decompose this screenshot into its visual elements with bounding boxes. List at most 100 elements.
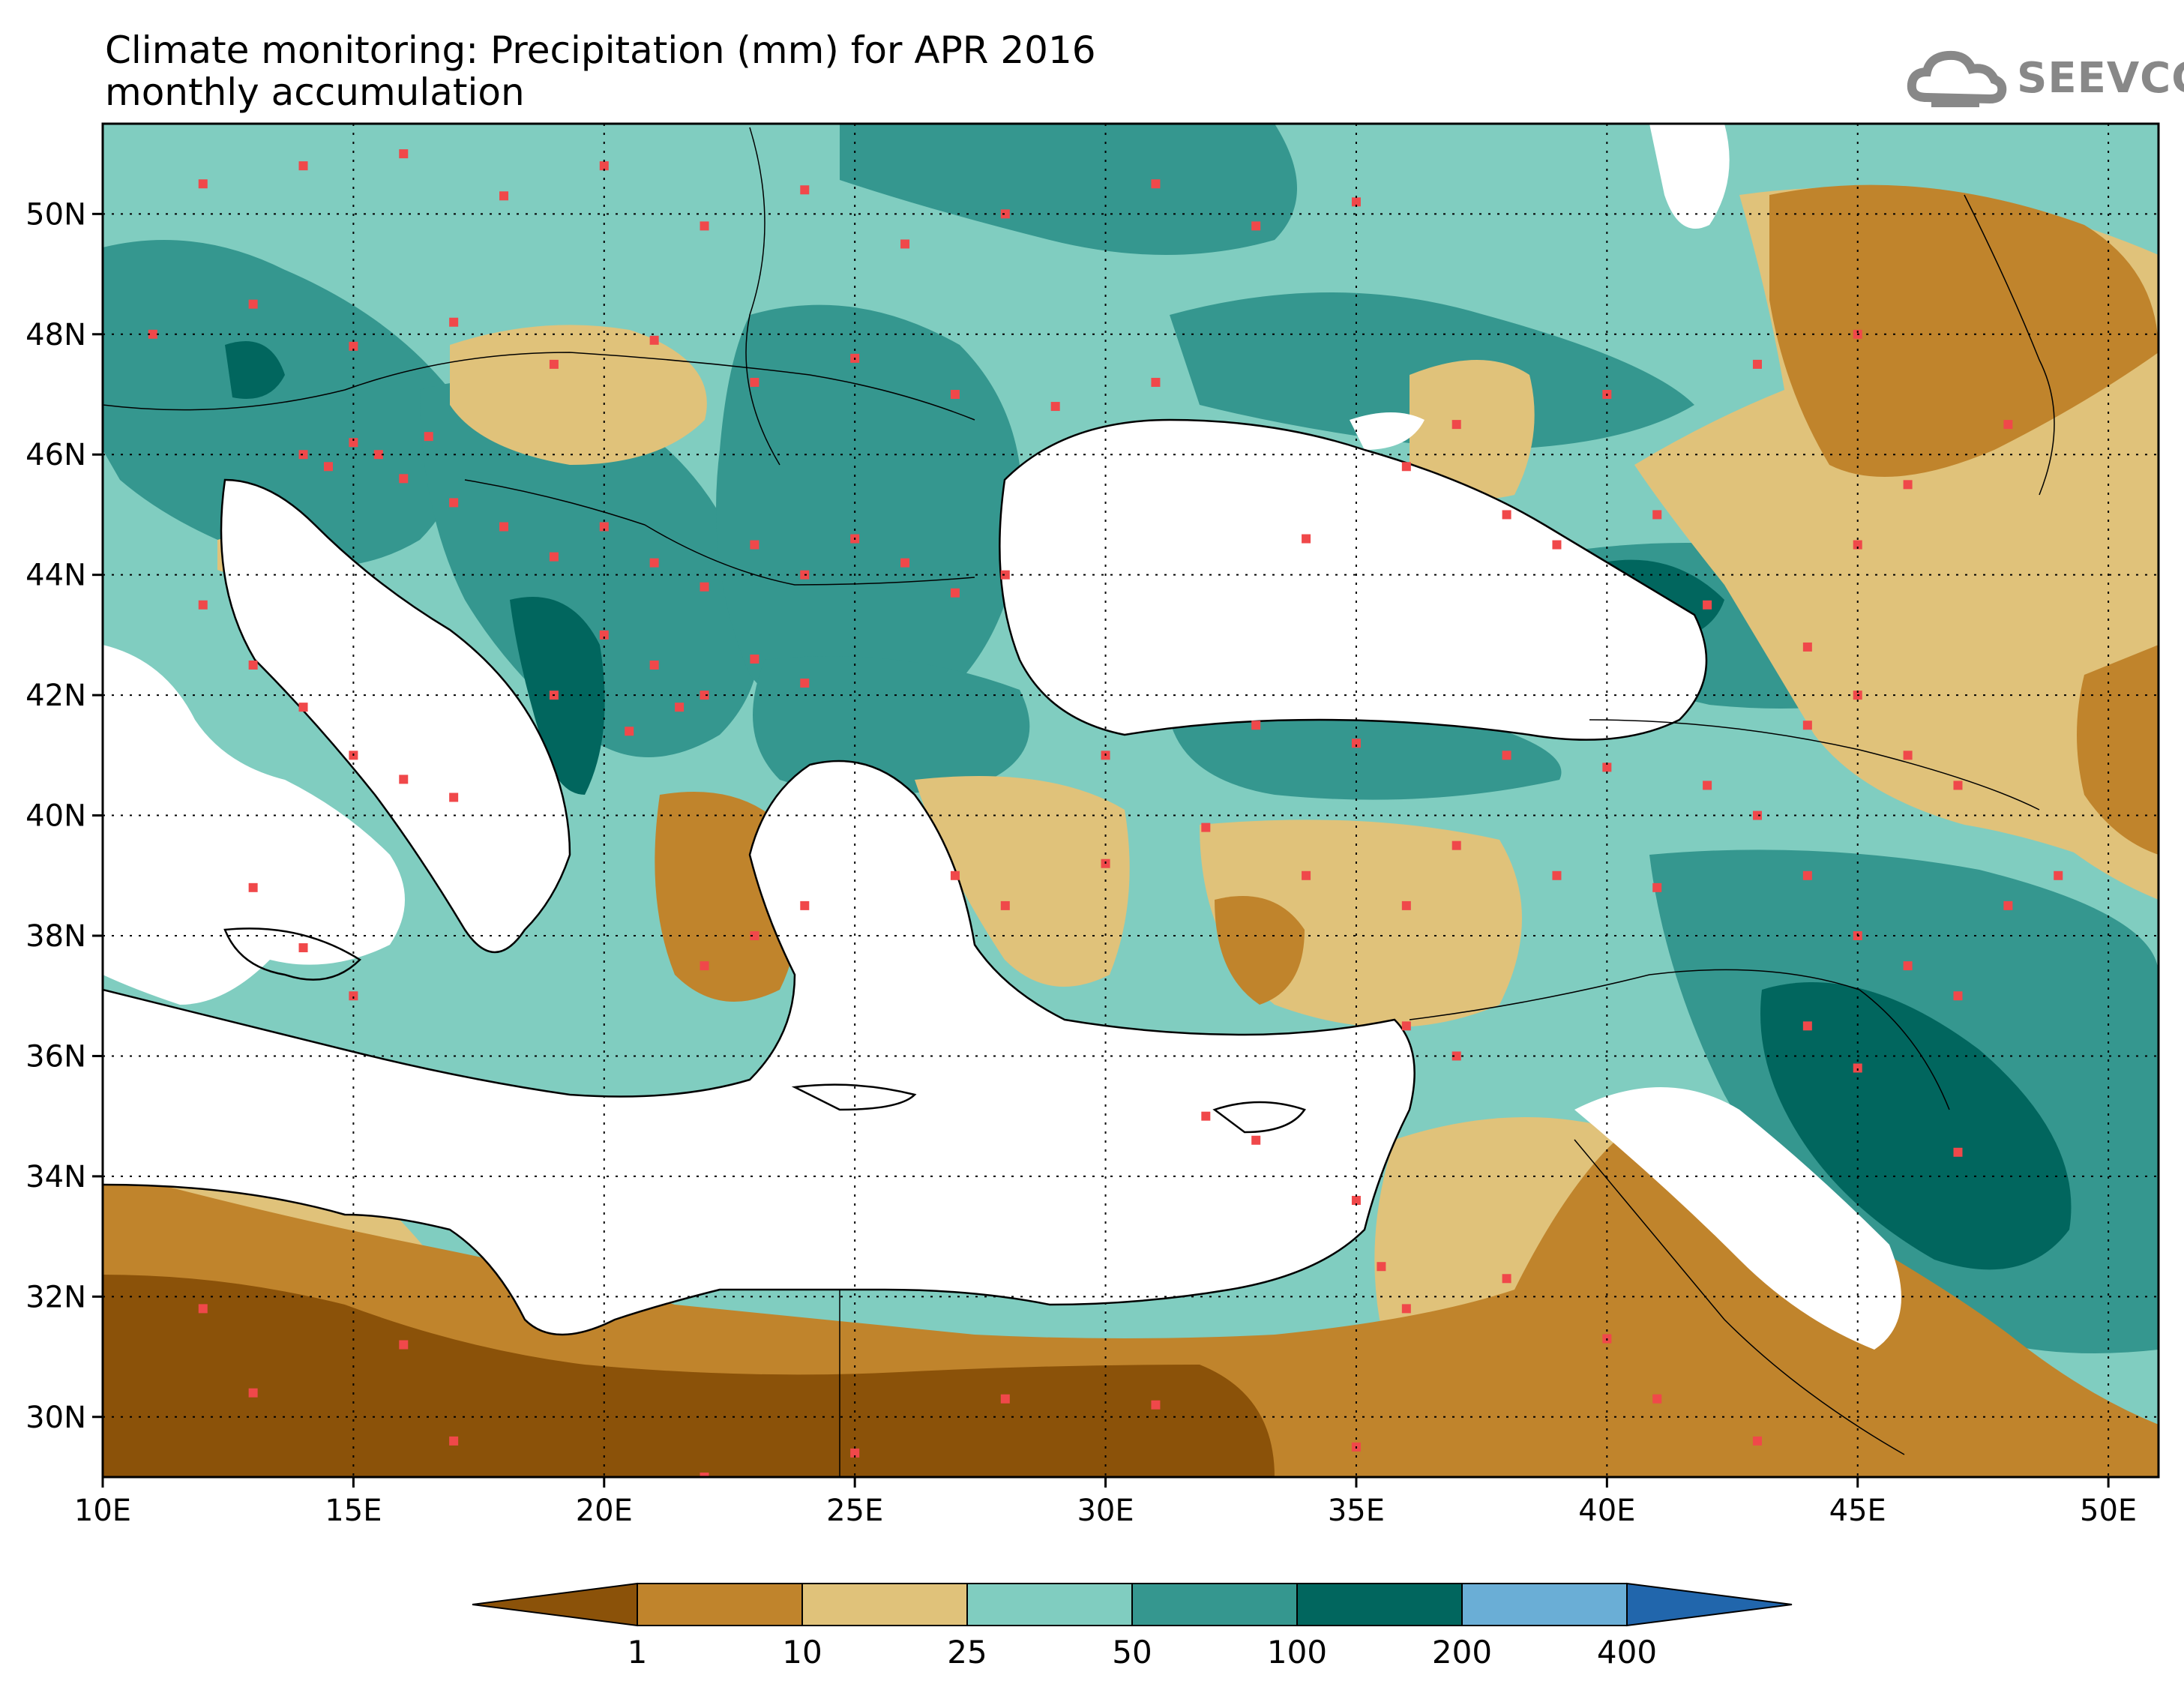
- chart-subtitle: monthly accumulation: [105, 70, 525, 114]
- station-marker: [1000, 1394, 1010, 1404]
- station-marker: [1201, 1111, 1211, 1121]
- black-sea-coast: [999, 418, 1708, 741]
- station-marker: [373, 450, 383, 460]
- border-central: [103, 352, 975, 421]
- y-tick-label: 36N: [25, 1039, 86, 1074]
- x-tick-label: 30E: [1077, 1494, 1134, 1528]
- station-marker: [1953, 991, 1963, 1001]
- mediterranean-coast: [103, 760, 1416, 1336]
- y-tick-label: 32N: [25, 1280, 86, 1314]
- station-marker: [625, 727, 634, 736]
- station-marker: [1401, 462, 1411, 472]
- station-marker: [1351, 1195, 1361, 1205]
- station-marker: [1000, 900, 1010, 910]
- borders: [103, 127, 2055, 1477]
- station-marker: [1351, 197, 1361, 207]
- colorbar-segment: [966, 1583, 1133, 1626]
- station-marker: [1802, 870, 1812, 880]
- station-marker: [499, 522, 509, 532]
- border-turkey-south: [1409, 969, 1950, 1110]
- station-marker: [950, 390, 960, 399]
- field-zone-ukraine-north: [840, 124, 1297, 255]
- station-marker: [700, 582, 709, 592]
- station-marker: [1452, 420, 1461, 430]
- station-marker: [599, 161, 609, 171]
- station-marker: [649, 661, 659, 670]
- station-marker: [248, 299, 258, 309]
- station-marker: [1251, 221, 1261, 231]
- stations: [148, 149, 2063, 1477]
- station-marker: [700, 221, 709, 231]
- station-marker: [750, 931, 759, 940]
- x-tick-label: 40E: [1578, 1494, 1635, 1528]
- station-marker: [399, 775, 409, 784]
- field-zone-bulgaria: [753, 656, 1030, 795]
- y-tick-label: 40N: [25, 799, 86, 834]
- station-marker: [2054, 870, 2063, 880]
- station-marker: [950, 588, 960, 598]
- border-turkey-east: [1589, 719, 2040, 811]
- border-ukraine-west: [745, 127, 780, 466]
- station-marker: [750, 540, 759, 550]
- station-marker: [2003, 900, 2013, 910]
- station-marker: [1552, 540, 1562, 550]
- field-zone-turkey-north: [1170, 705, 1562, 800]
- station-marker: [399, 1340, 409, 1350]
- colorbar-label: 25: [947, 1634, 987, 1671]
- station-marker: [649, 335, 659, 345]
- station-marker: [700, 961, 709, 971]
- black-sea: [999, 420, 1706, 740]
- station-marker: [1502, 1274, 1511, 1284]
- station-marker: [1452, 841, 1461, 850]
- station-marker: [1853, 1063, 1862, 1073]
- field-zone-hungary: [450, 325, 707, 465]
- field-zone-caspian-south: [2077, 645, 2159, 855]
- border-kazakhstan: [1964, 194, 2055, 496]
- colorbar-segment: [801, 1583, 968, 1626]
- station-marker: [499, 191, 509, 201]
- station-marker: [2003, 420, 2013, 430]
- station-marker: [1151, 377, 1161, 387]
- station-marker: [1000, 570, 1010, 580]
- field-zone-romania: [716, 304, 1023, 729]
- station-marker: [198, 179, 208, 189]
- station-marker: [1302, 870, 1311, 880]
- y-tick-label: 50N: [25, 197, 86, 232]
- x-tick-label: 15E: [325, 1494, 382, 1528]
- station-marker: [1752, 1436, 1762, 1446]
- station-marker: [750, 377, 759, 387]
- station-marker: [1953, 781, 1963, 790]
- y-tick-label: 42N: [25, 679, 86, 713]
- station-marker: [399, 474, 409, 484]
- station-marker: [298, 703, 308, 712]
- station-marker: [1802, 642, 1812, 652]
- station-marker: [549, 552, 559, 562]
- field-zone-libya-dry: [103, 1275, 1275, 1477]
- y-axis: 30N 32N 34N 36N 38N 40N 42N 44N 46N 48N 50N: [25, 197, 103, 1435]
- station-marker: [349, 438, 358, 448]
- station-marker: [950, 870, 960, 880]
- x-tick-label: 50E: [2080, 1494, 2137, 1528]
- graticule: [103, 124, 2159, 1477]
- colorbar-segment: [637, 1583, 803, 1626]
- station-marker: [198, 1304, 208, 1314]
- station-marker: [449, 1436, 459, 1446]
- station-marker: [1752, 811, 1762, 820]
- station-marker: [1752, 359, 1762, 369]
- station-marker: [1251, 1135, 1261, 1145]
- field-zone-austria-core: [225, 341, 285, 399]
- station-marker: [349, 991, 358, 1001]
- colorbar-segment: [1461, 1583, 1628, 1626]
- logo-text: SEEVCCC: [2017, 54, 2184, 103]
- station-marker: [900, 558, 910, 568]
- sicily-coast: [223, 927, 361, 981]
- station-marker: [298, 450, 308, 460]
- station-marker: [1302, 534, 1311, 544]
- y-tick-label: 30N: [25, 1401, 86, 1435]
- station-marker: [1251, 721, 1261, 730]
- station-marker: [298, 943, 308, 953]
- station-marker: [800, 900, 810, 910]
- field-nodata-syria-desert: [1574, 1087, 1901, 1350]
- station-marker: [599, 522, 609, 532]
- station-marker: [1953, 1147, 1963, 1157]
